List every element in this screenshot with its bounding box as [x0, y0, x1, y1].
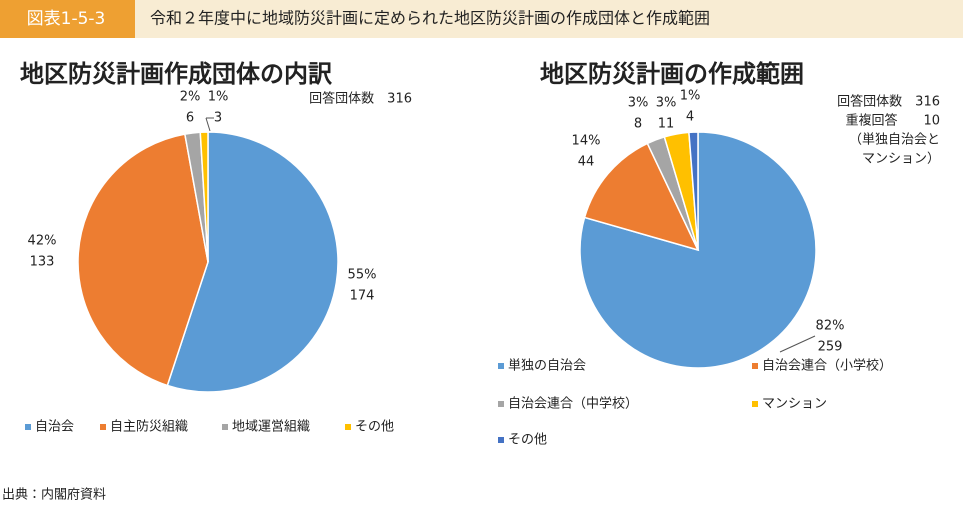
pie-slice [166, 131, 339, 393]
leader-line [779, 335, 816, 353]
percent-label: 2% [180, 90, 201, 105]
percent-label: 3% [628, 96, 649, 111]
figure-number: 図表1-5-3 [27, 9, 106, 29]
percent-label: 1% [680, 89, 701, 104]
legend-swatch [345, 424, 351, 430]
legend-label: 自治会 [35, 420, 74, 435]
count-label: 174 [350, 289, 375, 304]
count-label: 4 [686, 110, 694, 125]
header-band [0, 0, 963, 38]
pie-slice [77, 133, 209, 387]
count-label: 3 [214, 111, 222, 126]
leader-line [205, 117, 211, 132]
percent-label: 3% [656, 96, 677, 111]
chart-title: 地区防災計画の作成範囲 [540, 60, 804, 88]
count-label: 133 [30, 255, 55, 270]
percent-label: 1% [208, 90, 229, 105]
note: マンション） [862, 152, 940, 167]
legend-label: 単独の自治会 [508, 358, 586, 374]
pie-slice [688, 131, 699, 251]
legend-label: 自治会連合（中学校） [508, 396, 638, 412]
note: （単独自治会と [849, 132, 940, 148]
count-label: 259 [818, 340, 843, 355]
pie-slice [199, 131, 209, 263]
count-label: 6 [186, 111, 194, 126]
percent-label: 82% [816, 319, 845, 334]
count-label: 44 [578, 155, 595, 170]
legend-label: マンション [762, 397, 827, 412]
legend-swatch [752, 363, 758, 369]
note: 回答団体数 316 [837, 94, 940, 110]
percent-label: 55% [348, 268, 377, 283]
pie-slice [583, 142, 700, 252]
legend-swatch [222, 424, 228, 430]
footer: 出典：内閣府資料 [2, 487, 106, 503]
legend-label: その他 [508, 433, 547, 448]
header-title: 令和２年度中に地域防災計画に定められた地区防災計画の作成団体と作成範囲 [150, 9, 710, 28]
legend-label: その他 [355, 420, 394, 435]
percent-label: 42% [28, 234, 57, 249]
legend-swatch [498, 437, 504, 443]
note: 重複回答 10 [845, 113, 940, 129]
count-label: 11 [658, 117, 675, 132]
legend-swatch [752, 401, 758, 407]
legend-label: 自治会連合（小学校） [762, 358, 892, 374]
note: 回答団体数 316 [309, 91, 412, 107]
percent-label: 14% [572, 134, 601, 149]
legend-swatch [498, 401, 504, 407]
legend-label: 自主防災組織 [110, 419, 188, 435]
chart-title: 地区防災計画作成団体の内訳 [20, 60, 332, 88]
legend-swatch [25, 424, 31, 430]
figure-tag [0, 0, 135, 38]
legend-swatch [498, 363, 504, 369]
count-label: 8 [634, 117, 642, 132]
legend-label: 地域運営組織 [232, 420, 310, 435]
legend-swatch [100, 424, 106, 430]
